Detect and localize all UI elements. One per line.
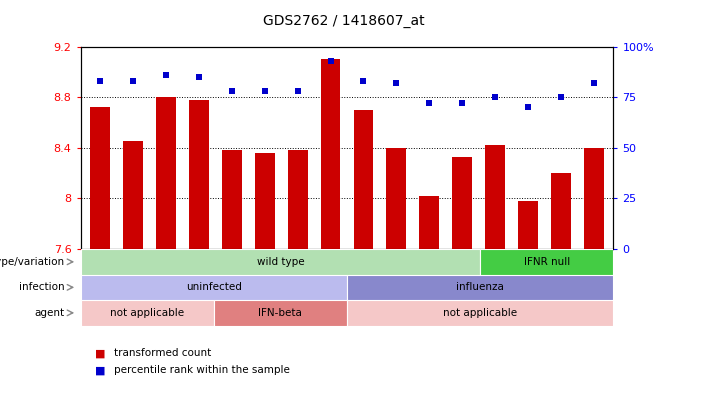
Bar bbox=[518, 201, 538, 249]
Text: genotype/variation: genotype/variation bbox=[0, 257, 64, 267]
Text: influenza: influenza bbox=[456, 282, 504, 292]
Text: not applicable: not applicable bbox=[443, 308, 517, 318]
Bar bbox=[81, 275, 347, 300]
Text: uninfected: uninfected bbox=[186, 282, 242, 292]
Bar bbox=[90, 107, 110, 249]
Text: infection: infection bbox=[19, 282, 64, 292]
Bar bbox=[353, 110, 374, 249]
Bar bbox=[81, 300, 214, 326]
Bar bbox=[288, 150, 308, 249]
Text: GDS2762 / 1418607_at: GDS2762 / 1418607_at bbox=[263, 14, 424, 28]
Bar bbox=[255, 153, 275, 249]
Text: agent: agent bbox=[34, 308, 64, 318]
Bar bbox=[214, 300, 347, 326]
Bar bbox=[81, 249, 480, 275]
Text: wild type: wild type bbox=[257, 257, 304, 267]
Text: IFNR null: IFNR null bbox=[524, 257, 570, 267]
Text: ■: ■ bbox=[95, 365, 105, 375]
Bar bbox=[222, 150, 242, 249]
Bar bbox=[485, 145, 505, 249]
Bar bbox=[189, 100, 209, 249]
Bar bbox=[123, 141, 143, 249]
Text: IFN-beta: IFN-beta bbox=[259, 308, 302, 318]
Bar bbox=[452, 157, 472, 249]
Bar bbox=[156, 97, 176, 249]
Bar bbox=[480, 249, 613, 275]
Bar bbox=[347, 275, 613, 300]
Bar bbox=[419, 196, 439, 249]
Text: percentile rank within the sample: percentile rank within the sample bbox=[114, 365, 290, 375]
Text: ■: ■ bbox=[95, 348, 105, 358]
Text: not applicable: not applicable bbox=[110, 308, 184, 318]
Bar bbox=[320, 59, 341, 249]
Bar bbox=[551, 173, 571, 249]
Bar bbox=[347, 300, 613, 326]
Text: transformed count: transformed count bbox=[114, 348, 212, 358]
Bar bbox=[386, 148, 406, 249]
Bar bbox=[584, 148, 604, 249]
